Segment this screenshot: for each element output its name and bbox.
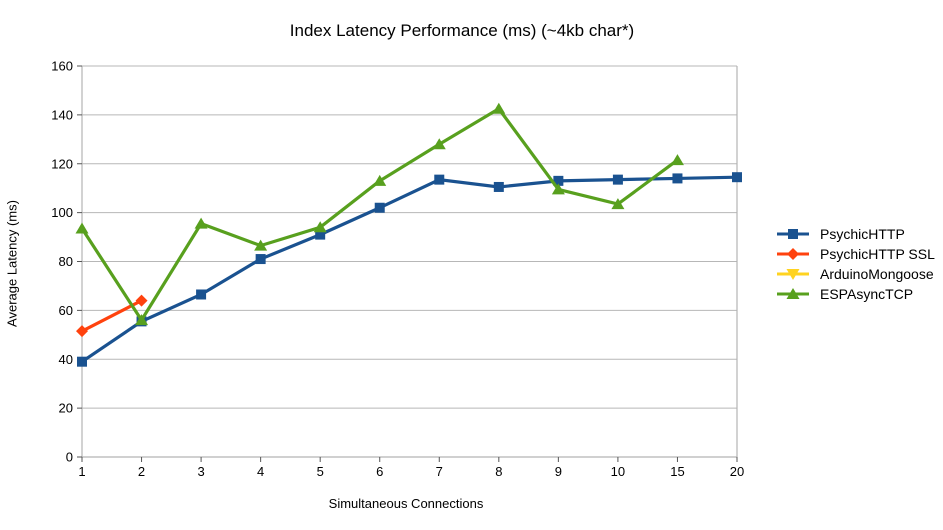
square-marker bbox=[788, 229, 798, 239]
legend: PsychicHTTP PsychicHTTP SSL ArduinoMongoos… bbox=[776, 224, 935, 304]
triangle-down-marker bbox=[786, 269, 800, 280]
series-psychichttp bbox=[77, 172, 742, 367]
legend-key-icon bbox=[777, 288, 809, 299]
legend-item-arduinomongoose: ArduinoMongoose bbox=[776, 264, 935, 284]
diamond-marker bbox=[787, 248, 799, 260]
square-marker bbox=[493, 181, 504, 192]
y-tick-label: 80 bbox=[59, 254, 73, 269]
triangle-up-marker bbox=[313, 221, 327, 233]
x-tick-label: 10 bbox=[611, 464, 625, 479]
x-tick-label: 5 bbox=[317, 464, 324, 479]
diamond-marker bbox=[76, 325, 88, 338]
square-marker bbox=[434, 174, 445, 185]
legend-key-icon bbox=[777, 269, 809, 280]
x-tick-label: 2 bbox=[138, 464, 145, 479]
square-marker bbox=[196, 289, 207, 300]
y-tick-label: 120 bbox=[51, 156, 73, 171]
square-marker bbox=[732, 172, 742, 183]
triangle-up-marker bbox=[670, 154, 684, 166]
chart-title: Index Latency Performance (ms) (~4kb cha… bbox=[289, 21, 635, 40]
square-marker bbox=[77, 356, 87, 367]
triangle-up-marker bbox=[432, 138, 446, 150]
square-marker bbox=[553, 175, 564, 186]
y-tick-label: 160 bbox=[51, 59, 73, 74]
x-tick-label: 6 bbox=[376, 464, 383, 479]
x-tick-label: 1 bbox=[78, 464, 85, 479]
legend-key-icon bbox=[777, 229, 809, 239]
series-line bbox=[81, 175, 738, 364]
x-tick-label: 9 bbox=[555, 464, 562, 479]
triangle-up-marker bbox=[492, 102, 506, 114]
triangle-up-marker bbox=[551, 183, 565, 195]
legend-label: PsychicHTTP bbox=[820, 226, 905, 242]
x-tick-label: 20 bbox=[730, 464, 744, 479]
series-line bbox=[80, 106, 679, 324]
square-marker bbox=[315, 229, 326, 240]
legend-label: ESPAsyncTCP bbox=[820, 286, 914, 302]
series-espasynctcp bbox=[75, 102, 684, 326]
x-tick-label: 15 bbox=[670, 464, 684, 479]
y-tick-label: 0 bbox=[66, 450, 73, 465]
x-tick-label: 4 bbox=[257, 464, 264, 479]
legend-item-psychichttp: PsychicHTTP bbox=[776, 224, 935, 244]
legend-label: ArduinoMongoose bbox=[820, 266, 934, 282]
square-marker bbox=[255, 254, 266, 265]
legend-item-psychichttp-ssl: PsychicHTTP SSL bbox=[776, 244, 935, 264]
square-marker bbox=[672, 173, 683, 184]
square-marker bbox=[374, 202, 385, 213]
y-axis-title: Average Latency (ms) bbox=[4, 200, 20, 327]
y-tick-label: 140 bbox=[51, 107, 73, 122]
y-tick-label: 40 bbox=[59, 352, 73, 367]
series-psychichttp-ssl bbox=[76, 294, 148, 338]
triangle-up-marker bbox=[611, 198, 625, 210]
legend-key-icon bbox=[777, 248, 809, 260]
triangle-up-marker bbox=[254, 239, 268, 251]
triangle-up-marker bbox=[135, 314, 149, 326]
legend-item-espasynctcp: ESPAsyncTCP bbox=[776, 284, 935, 304]
y-tick-label: 100 bbox=[51, 205, 73, 220]
triangle-up-marker bbox=[194, 217, 208, 229]
diamond-marker bbox=[135, 294, 148, 307]
triangle-up-marker bbox=[75, 222, 89, 234]
x-tick-label: 8 bbox=[495, 464, 502, 479]
square-marker bbox=[612, 174, 623, 185]
y-tick-label: 60 bbox=[59, 303, 73, 318]
x-tick-label: 3 bbox=[197, 464, 204, 479]
legend-label: PsychicHTTP SSL bbox=[820, 246, 935, 262]
x-tick-label: 7 bbox=[436, 464, 443, 479]
y-tick-label: 20 bbox=[59, 401, 73, 416]
triangle-up-marker bbox=[373, 174, 387, 186]
x-axis-title: Simultaneous Connections bbox=[328, 496, 484, 511]
triangle-up-marker bbox=[786, 288, 800, 299]
